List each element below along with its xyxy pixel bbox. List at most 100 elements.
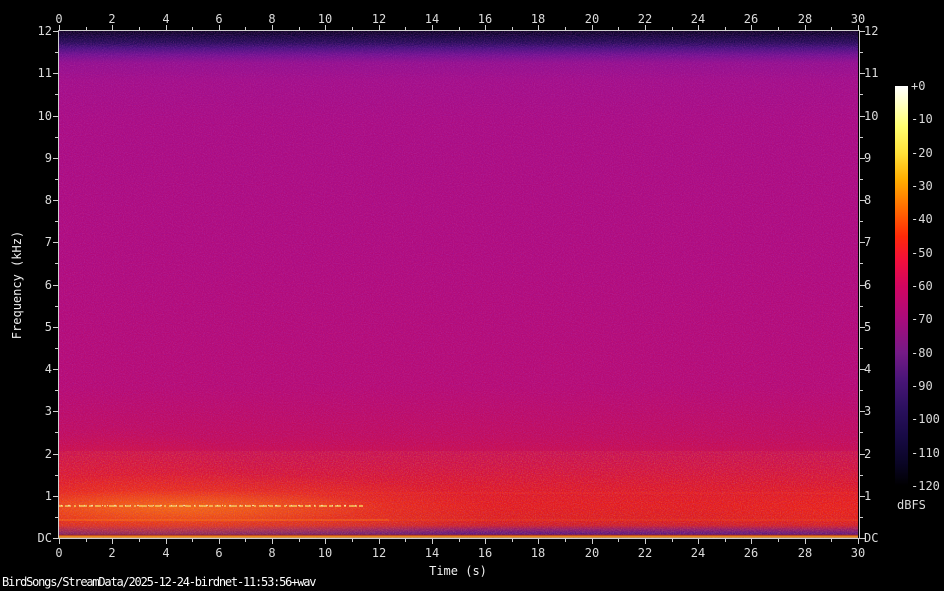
- freq-tick-mark: [860, 538, 865, 539]
- freq-tick-label-right: DC: [864, 531, 879, 545]
- colorbar-tick-label: -20: [911, 145, 933, 160]
- freq-tick-mark: [860, 369, 865, 370]
- freq-tick-mark: [860, 263, 863, 264]
- time-tick-label-bottom: 0: [55, 546, 63, 560]
- y-axis-title: Frequency (kHz): [10, 230, 24, 340]
- time-tick-mark: [672, 27, 673, 30]
- freq-tick-mark: [55, 432, 58, 433]
- freq-tick-mark: [53, 285, 58, 286]
- freq-tick-mark: [53, 242, 58, 243]
- time-tick-mark: [805, 539, 806, 544]
- time-tick-label-top: 2: [108, 12, 116, 26]
- time-tick-mark: [352, 27, 353, 30]
- time-tick-label-top: 10: [317, 12, 333, 26]
- freq-tick-label-right: 10: [864, 109, 879, 123]
- time-tick-mark: [485, 25, 486, 30]
- freq-tick-mark: [860, 94, 863, 95]
- freq-tick-mark: [860, 517, 863, 518]
- freq-tick-mark: [53, 411, 58, 412]
- time-tick-mark: [272, 539, 273, 544]
- time-tick-mark: [325, 539, 326, 544]
- plot-border-top: [59, 30, 859, 31]
- freq-tick-label-left: 1: [44, 489, 52, 503]
- time-tick-label-top: 16: [477, 12, 493, 26]
- dc-line-dark: [59, 534, 858, 536]
- time-tick-mark: [725, 539, 726, 542]
- time-tick-label-bottom: 10: [317, 546, 333, 560]
- freq-tick-mark: [860, 454, 865, 455]
- freq-tick-mark: [860, 242, 865, 243]
- freq-tick-mark: [53, 31, 58, 32]
- time-tick-label-top: 14: [424, 12, 440, 26]
- freq-tick-mark: [55, 221, 58, 222]
- time-tick-mark: [618, 539, 619, 542]
- time-tick-mark: [592, 539, 593, 544]
- freq-tick-mark: [53, 538, 58, 539]
- time-tick-label-top: 18: [530, 12, 546, 26]
- colorbar: [895, 86, 908, 486]
- freq-tick-mark: [860, 221, 863, 222]
- time-tick-label-bottom: 8: [268, 546, 276, 560]
- time-tick-mark: [459, 27, 460, 30]
- freq-tick-mark: [860, 179, 863, 180]
- time-tick-mark: [86, 27, 87, 30]
- time-tick-mark: [778, 539, 779, 542]
- time-tick-mark: [59, 25, 60, 30]
- freq-tick-label-left: 2: [44, 447, 52, 461]
- freq-tick-label-right: 6: [864, 278, 872, 292]
- time-tick-label-bottom: 12: [371, 546, 387, 560]
- time-tick-mark: [831, 27, 832, 30]
- time-tick-label-bottom: 16: [477, 546, 493, 560]
- time-tick-mark: [192, 539, 193, 542]
- plot-border-right: [859, 30, 860, 539]
- freq-tick-mark: [860, 432, 863, 433]
- time-tick-mark: [831, 539, 832, 542]
- freq-tick-mark: [53, 327, 58, 328]
- colorbar-tick-label: -100: [911, 412, 940, 427]
- time-tick-mark: [299, 27, 300, 30]
- time-tick-label-bottom: 2: [108, 546, 116, 560]
- x-axis-title: Time (s): [429, 564, 487, 578]
- time-tick-mark: [485, 539, 486, 544]
- time-tick-mark: [245, 27, 246, 30]
- time-tick-label-bottom: 18: [530, 546, 546, 560]
- freq-tick-mark: [53, 200, 58, 201]
- noise-grain-orange: [59, 451, 858, 538]
- time-tick-mark: [139, 539, 140, 542]
- time-tick-mark: [112, 25, 113, 30]
- time-tick-mark: [725, 27, 726, 30]
- time-tick-label-bottom: 14: [424, 546, 440, 560]
- time-tick-mark: [405, 539, 406, 542]
- freq-tick-label-right: 8: [864, 193, 872, 207]
- time-tick-mark: [219, 539, 220, 544]
- time-tick-label-top: 28: [797, 12, 813, 26]
- time-tick-mark: [698, 539, 699, 544]
- time-tick-label-bottom: 4: [162, 546, 170, 560]
- freq-tick-mark: [860, 73, 865, 74]
- colorbar-tick-label: -90: [911, 379, 933, 393]
- time-tick-mark: [698, 25, 699, 30]
- freq-tick-label-left: 5: [44, 320, 52, 334]
- freq-tick-mark: [55, 390, 58, 391]
- colorbar-tick-label: -30: [911, 179, 933, 193]
- time-tick-label-bottom: 20: [584, 546, 600, 560]
- time-tick-mark: [112, 539, 113, 544]
- freq-tick-label-right: 1: [864, 489, 872, 503]
- spectrogram-display[interactable]: [59, 31, 858, 538]
- colorbar-gradient: [895, 86, 908, 486]
- time-tick-mark: [538, 539, 539, 544]
- freq-tick-mark: [860, 52, 863, 53]
- time-tick-mark: [805, 25, 806, 30]
- freq-tick-mark: [860, 327, 865, 328]
- colorbar-tick-label: -70: [911, 312, 933, 327]
- time-tick-mark: [459, 539, 460, 542]
- freq-tick-label-left: DC: [37, 531, 52, 545]
- freq-tick-mark: [55, 52, 58, 53]
- freq-tick-label-right: 12: [864, 24, 879, 38]
- time-tick-label-bottom: 24: [690, 546, 706, 560]
- colorbar-tick-label: +0: [911, 79, 926, 93]
- dc-line-orange: [59, 535, 858, 537]
- time-tick-mark: [858, 25, 859, 30]
- time-tick-mark: [192, 27, 193, 30]
- freq-tick-mark: [53, 116, 58, 117]
